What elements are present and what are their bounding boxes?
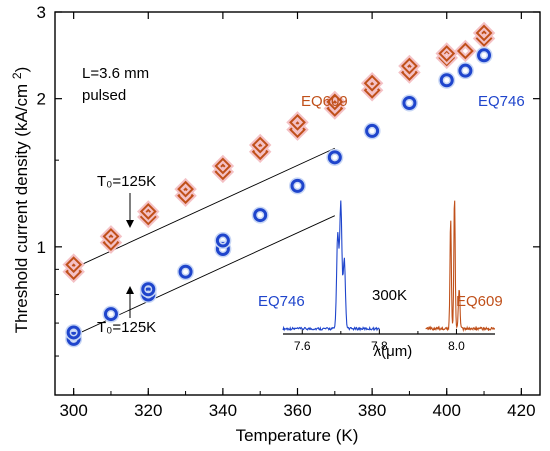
eq746-point-5 [178,264,193,279]
inset-temperature-label: 300K [372,287,407,304]
eq609-point-1 [65,256,83,274]
fit-line-0 [73,147,335,269]
x-axis-ticks: 300 320 340 360 380 400 420 [59,12,536,420]
y-tick-label-1: 1 [37,238,46,257]
y-tick-label-2: 2 [37,90,46,109]
eq746-point-7 [215,233,230,248]
eq609-point-halo [454,39,477,63]
y-axis-title-superscript: 2 [10,72,24,79]
x-tick-label-400: 400 [433,401,461,420]
eq609-point-19 [401,57,418,75]
eq746-point-8 [253,208,268,223]
y-axis-title-text: Threshold current density (kA/cm [12,84,31,333]
inset-tick-label-8: 8.0 [448,339,465,353]
inset-label-eq746: EQ746 [258,293,305,310]
x-tick-label-380: 380 [358,401,386,420]
eq746-point-4 [141,282,156,297]
eq746-point-14 [458,63,473,78]
inset-spectrum-eq746 [282,200,380,332]
inset-tick-label-7.6: 7.6 [294,339,311,353]
eq746-point-13 [439,73,454,88]
eq609-point-17 [363,74,381,92]
operation-mode-label: pulsed [82,87,126,104]
t0-upper-label: T₀=125K [97,173,156,190]
t0-lower-label: T₀=125K [97,319,156,336]
t0-lower-arrowhead [126,286,134,294]
eq746-point-12 [402,95,417,110]
inset-label-eq609: EQ609 [456,293,503,310]
eq746-point-15 [477,48,492,63]
eq609-point-13 [289,113,306,131]
eq609-point-24 [475,24,493,42]
t0-upper-arrowhead [126,220,134,228]
device-length-label: L=3.6 mm [82,65,149,82]
eq746-point-1 [66,325,81,340]
eq609-point-7 [177,180,194,198]
eq609-point-11 [251,136,269,154]
y-axis-title: Threshold current density (kA/cm 2) [10,67,31,334]
eq609-label: EQ609 [301,93,348,110]
y-axis-title-tail: ) [12,67,31,73]
eq609-point-9 [214,157,232,175]
eq609-point-15 [326,93,344,111]
x-tick-label-320: 320 [134,401,162,420]
inset-x-label: λ(μm) [374,343,413,360]
x-tick-label-340: 340 [209,401,237,420]
x-tick-label-360: 360 [283,401,311,420]
inset-spectrum-eq609 [425,200,495,333]
inset-tick-label-7.8: 7.8 [371,339,388,353]
eq609-point-5 [139,203,157,220]
x-axis-title: Temperature (K) [236,426,359,445]
series-layer [62,21,496,348]
eq609-point-21 [438,45,456,62]
eq609-point-3 [102,227,120,245]
x-tick-label-420: 420 [507,401,535,420]
eq746-point-10 [327,150,342,165]
eq746-point-9 [290,178,305,193]
eq746-label: EQ746 [478,93,525,110]
y-axis-ticks: 1 2 3 [37,3,540,357]
inset-spectrum: 7.6 7.8 8.0 λ(μm) 300K EQ746 EQ609 [258,200,503,360]
y-tick-label-3: 3 [37,3,46,22]
x-tick-label-300: 300 [59,401,87,420]
eq746-point-2 [103,307,118,322]
eq746-point-11 [365,123,380,138]
eq609-point-22 [456,42,474,60]
